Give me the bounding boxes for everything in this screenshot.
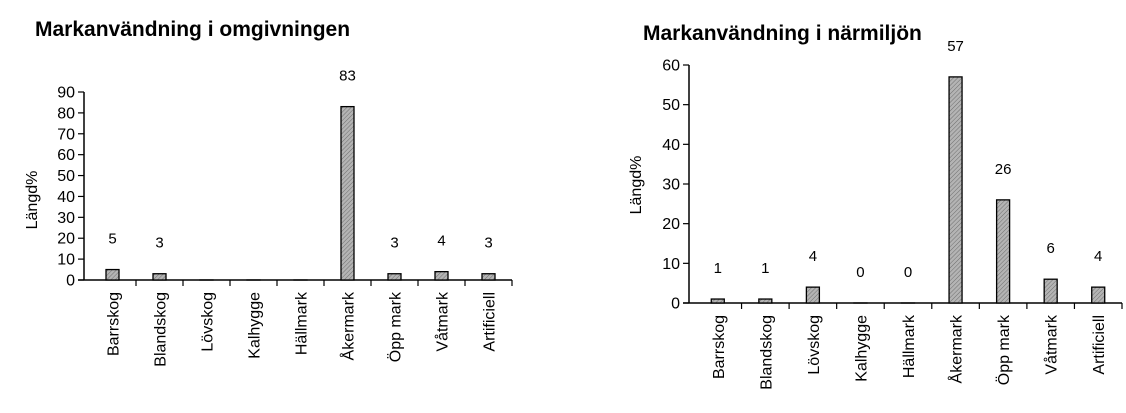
- category-label: Lövskog: [806, 315, 823, 375]
- chart-title: Markanvändning i närmiljön: [643, 22, 922, 45]
- category-label: Åkermark: [339, 291, 358, 360]
- bar-våtmark: [1043, 278, 1058, 304]
- bar-artificiell: [1091, 286, 1106, 304]
- y-tick-label: 0: [671, 296, 680, 313]
- bar-lövskog: [805, 286, 821, 304]
- category-label: Kalhygge: [247, 292, 264, 359]
- y-tick-label: 20: [662, 216, 680, 233]
- data-label: 1: [761, 260, 769, 277]
- bar-åkermark: [948, 76, 963, 304]
- category-label: Hällmark: [901, 314, 918, 378]
- y-tick-label: 60: [57, 147, 75, 164]
- y-tick-label: 80: [57, 105, 75, 122]
- category-label: Våtmark: [434, 291, 452, 352]
- y-tick-label: 30: [662, 177, 680, 194]
- bar-åkermark: [340, 105, 355, 281]
- y-tick-label: 40: [57, 189, 75, 206]
- data-label: 5: [108, 231, 116, 248]
- y-tick-label: 20: [57, 231, 75, 248]
- data-label: 3: [484, 235, 492, 252]
- category-label: Artificiell: [482, 292, 499, 352]
- y-axis-label: Längd%: [628, 156, 645, 215]
- y-tick-label: 30: [57, 210, 75, 227]
- data-label: 4: [809, 248, 817, 265]
- category-label: Hällmark: [294, 291, 311, 355]
- chart-land-use-surroundings: Markanvändning i omgivningen Längd% 0 10 2…: [24, 18, 513, 367]
- bar-öpp-mark: [995, 199, 1011, 304]
- data-label: 83: [339, 68, 356, 85]
- category-label: Artificiell: [1091, 315, 1108, 375]
- bar-artificiell: [481, 273, 496, 281]
- chart-land-use-vicinity: Markanvändning i närmiljön Längd% 010203…: [628, 22, 1123, 390]
- category-label: Åkermark: [947, 314, 966, 383]
- bar-öpp-mark: [387, 273, 402, 281]
- data-label: 0: [856, 264, 864, 281]
- y-tick-label: 50: [662, 97, 680, 114]
- bar-våtmark: [434, 270, 449, 281]
- category-label: Barrskog: [106, 292, 123, 356]
- bar-blandskog: [758, 298, 773, 304]
- data-label: 1: [714, 260, 722, 277]
- bar-barrskog: [105, 268, 120, 281]
- y-tick-label: 50: [57, 168, 75, 185]
- y-tick-label: 40: [662, 137, 680, 154]
- category-label: Kalhygge: [853, 315, 870, 382]
- category-label: Lövskog: [200, 292, 217, 352]
- bar-blandskog: [152, 273, 167, 281]
- data-label: 4: [437, 233, 445, 250]
- category-label: Öpp mark: [995, 314, 1013, 385]
- y-tick-label: 90: [57, 85, 75, 102]
- y-tick-label: 10: [57, 252, 75, 269]
- category-label: Öpp mark: [387, 291, 405, 362]
- chart-title: Markanvändning i omgivningen: [35, 18, 350, 41]
- data-label: 6: [1046, 240, 1054, 257]
- data-label: 3: [155, 235, 163, 252]
- data-label: 0: [904, 264, 912, 281]
- bar-barrskog: [710, 298, 725, 304]
- data-label: 57: [947, 38, 964, 55]
- data-label: 26: [995, 161, 1012, 178]
- category-label: Blandskog: [153, 292, 170, 367]
- y-axis-label: Längd%: [24, 171, 41, 230]
- data-label: 3: [390, 235, 398, 252]
- y-tick-label: 10: [662, 256, 680, 273]
- category-label: Barrskog: [711, 315, 728, 379]
- category-label: Blandskog: [758, 315, 775, 390]
- category-label: Våtmark: [1043, 314, 1061, 375]
- y-tick-label: 60: [662, 58, 680, 75]
- y-tick-label: 0: [66, 273, 75, 290]
- y-tick-label: 70: [57, 126, 75, 143]
- data-label: 4: [1094, 248, 1102, 265]
